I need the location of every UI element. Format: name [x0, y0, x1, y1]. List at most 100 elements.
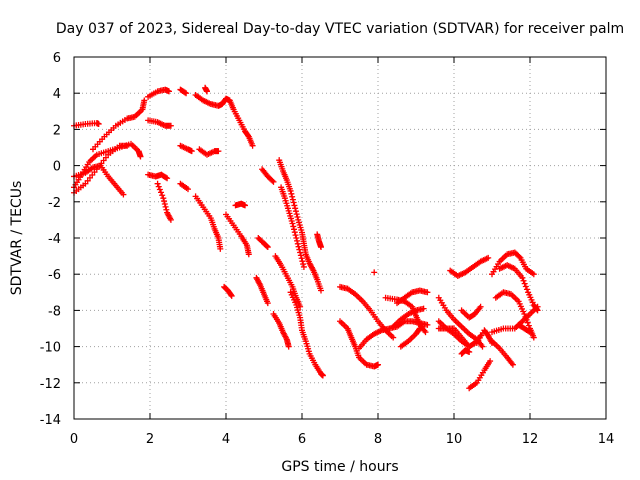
- data-point: [534, 303, 541, 310]
- data-point: [294, 240, 301, 247]
- data-point: [521, 280, 528, 287]
- series-arc-24: [278, 184, 307, 270]
- x-tick-label: 8: [374, 432, 382, 447]
- data-point: [249, 142, 256, 149]
- data-point: [245, 251, 252, 258]
- data-point: [159, 192, 166, 199]
- data-point: [298, 255, 305, 262]
- data-point: [215, 148, 222, 155]
- data-point: [521, 311, 528, 318]
- data-marks: [71, 84, 541, 392]
- data-point: [522, 283, 529, 290]
- data-point: [227, 291, 234, 298]
- x-tick-label: 4: [222, 432, 230, 447]
- x-tick-label: 0: [70, 432, 78, 447]
- series-arc-14: [202, 84, 210, 95]
- data-point: [290, 223, 297, 230]
- data-point: [161, 198, 168, 205]
- x-tick-label: 10: [446, 432, 463, 447]
- data-point: [120, 191, 127, 198]
- y-tick-label: 4: [53, 87, 61, 102]
- y-axis-label: SDTVAR / TECUs: [9, 181, 25, 296]
- y-tick-label: -8: [48, 304, 61, 319]
- y-tick-label: -12: [40, 377, 61, 392]
- data-point: [289, 196, 296, 203]
- series-arc-25: [272, 253, 304, 310]
- data-point: [185, 186, 191, 193]
- series-arc-19: [221, 283, 235, 299]
- data-point: [137, 153, 144, 160]
- series-arc-21: [253, 274, 271, 307]
- y-tick-labels: -14 -12 -10 -8 -6 -4 -2 0 2 4 6: [40, 51, 61, 428]
- y-tick-label: -10: [40, 341, 61, 356]
- series-arc-09: [154, 180, 174, 223]
- series-arc-40: [447, 254, 492, 280]
- data-point: [289, 193, 296, 200]
- series-arc-30: [337, 283, 397, 341]
- data-point: [292, 208, 299, 215]
- data-point: [204, 88, 210, 95]
- data-point: [422, 329, 429, 336]
- data-point: [160, 195, 167, 202]
- series-arc-35: [394, 287, 431, 307]
- x-tick-label: 12: [522, 432, 539, 447]
- grid-lines: [74, 57, 606, 419]
- series-arc-18: [232, 200, 248, 209]
- data-point: [164, 175, 171, 182]
- data-point: [523, 286, 530, 293]
- data-point: [416, 326, 423, 333]
- data-point: [524, 319, 531, 326]
- series-arc-06: [145, 86, 172, 100]
- chart-title: Day 037 of 2023, Sidereal Day-to-day VTE…: [56, 21, 624, 37]
- data-point: [162, 174, 169, 181]
- series-arc-46: [489, 249, 537, 278]
- data-point: [530, 271, 537, 278]
- data-point: [95, 120, 102, 127]
- series-arc-22: [259, 166, 277, 185]
- series-arc-34: [390, 305, 427, 330]
- series-arc-45: [489, 338, 516, 368]
- data-point: [183, 90, 190, 97]
- data-point: [424, 321, 431, 328]
- series-arc-17: [223, 211, 252, 258]
- data-point: [141, 97, 148, 104]
- data-point: [264, 243, 271, 250]
- series-arc-08: [145, 171, 171, 182]
- series-arc-50: [515, 321, 533, 336]
- data-point: [264, 244, 271, 251]
- data-point: [269, 177, 276, 184]
- data-point: [292, 232, 299, 239]
- y-tick-label: 0: [53, 160, 61, 175]
- data-point: [371, 269, 378, 276]
- data-point: [291, 226, 298, 233]
- series-arc-41: [458, 347, 473, 357]
- data-point: [156, 186, 163, 193]
- series-arc-36: [397, 325, 423, 350]
- data-point: [297, 249, 304, 256]
- series-arc-07: [145, 117, 174, 129]
- data-point: [290, 199, 297, 206]
- series-arc-39: [435, 325, 473, 350]
- data-point: [285, 343, 292, 350]
- data-point: [155, 183, 162, 190]
- data-point: [477, 303, 484, 310]
- data-point: [485, 254, 492, 261]
- data-point: [217, 245, 224, 252]
- series-arc-01: [71, 120, 102, 129]
- data-point: [291, 202, 298, 209]
- y-tick-label: -6: [48, 268, 61, 283]
- series-arc-32: [371, 269, 378, 276]
- data-point: [163, 206, 170, 213]
- data-point: [162, 203, 169, 210]
- series-arc-20: [255, 235, 271, 251]
- x-tick-label: 14: [598, 432, 615, 447]
- data-point: [530, 334, 537, 341]
- data-point: [287, 187, 294, 194]
- data-point: [466, 343, 473, 350]
- data-point: [297, 303, 304, 310]
- series-arc-26: [270, 311, 292, 350]
- data-point: [293, 235, 300, 241]
- data-point: [228, 292, 235, 299]
- series-arc-49: [489, 303, 541, 336]
- data-point: [158, 189, 165, 196]
